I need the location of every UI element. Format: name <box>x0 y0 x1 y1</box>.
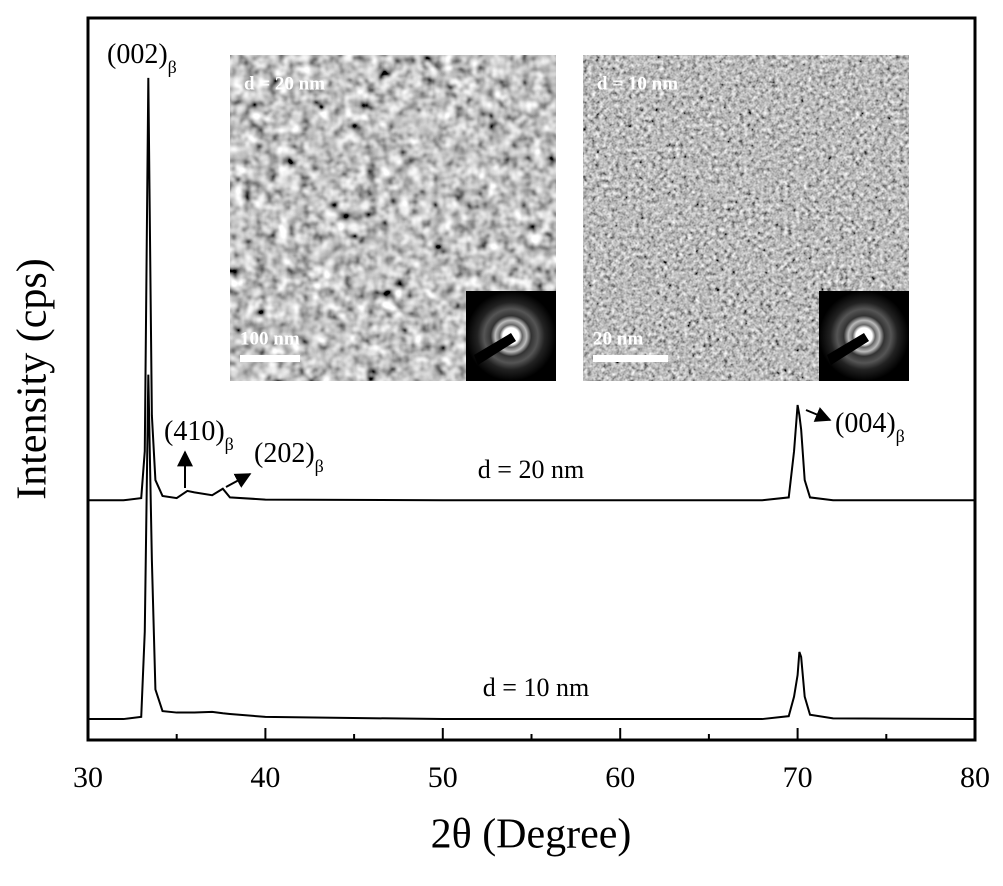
peak-label: (202)β <box>254 438 324 476</box>
x-axis-title: 2θ (Degree) <box>431 812 632 858</box>
x-tick-label: 70 <box>783 761 813 794</box>
annotation-arrow <box>225 473 252 488</box>
scale-bar <box>240 355 300 362</box>
peak-label: (410)β <box>164 416 234 454</box>
inset-image: d = 20 nm 100 nm <box>230 55 556 381</box>
peak-phase: β <box>225 434 234 454</box>
x-tick-label: 40 <box>250 761 280 794</box>
peak-label: (004)β <box>835 408 905 446</box>
series-label: d = 20 nm <box>478 455 584 484</box>
x-tick-label: 60 <box>605 761 635 794</box>
peak-phase: β <box>896 426 905 446</box>
scale-bar-label: 20 nm <box>593 328 643 349</box>
series-label: d = 10 nm <box>483 673 589 702</box>
x-tick-label: 30 <box>73 761 103 794</box>
peak-index: (410) <box>164 416 225 447</box>
peak-label: (002)β <box>107 39 177 77</box>
plot-frame <box>86 16 977 742</box>
peak-index: (002) <box>107 39 168 70</box>
data-line <box>88 77 975 502</box>
beam-stop <box>827 333 869 365</box>
x-tick-label: 80 <box>960 761 990 794</box>
data-line <box>88 374 976 721</box>
peak-phase: β <box>168 57 177 77</box>
peak-index: (202) <box>254 438 315 469</box>
inset-image: d = 10 nm 20 nm <box>583 55 909 381</box>
inset-label: d = 20 nm <box>244 73 325 94</box>
y-axis-title: Intensity (cps) <box>10 258 56 499</box>
peak-phase: β <box>315 456 324 476</box>
peak-index: (004) <box>835 408 896 439</box>
annotation-arrow <box>805 407 832 422</box>
scale-bar-label: 100 nm <box>240 328 300 349</box>
scale-bar <box>593 355 668 362</box>
beam-stop <box>474 333 516 365</box>
x-tick-label: 50 <box>428 761 458 794</box>
inset-label: d = 10 nm <box>597 73 678 94</box>
